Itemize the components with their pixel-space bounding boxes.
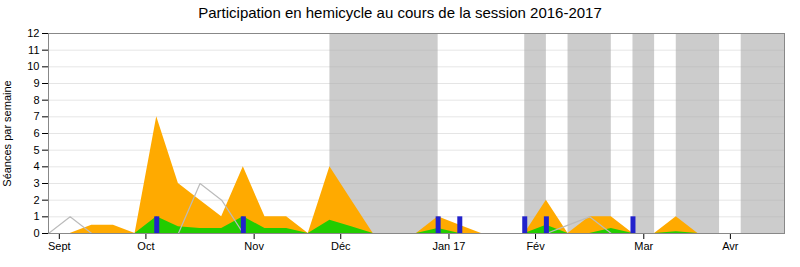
svg-text:Mar: Mar [634,240,653,252]
svg-text:8: 8 [33,94,39,106]
svg-text:1: 1 [33,210,39,222]
svg-text:3: 3 [33,177,39,189]
svg-text:4: 4 [33,160,39,172]
svg-text:Jan 17: Jan 17 [432,240,465,252]
svg-text:11: 11 [28,44,39,56]
svg-text:0: 0 [33,227,39,239]
svg-text:Oct: Oct [137,240,154,252]
svg-text:Fév: Fév [526,240,545,252]
svg-text:7: 7 [33,110,39,122]
svg-text:12: 12 [27,27,39,39]
svg-text:Séances par semaine: Séances par semaine [1,80,13,186]
svg-text:Déc: Déc [331,240,351,252]
svg-text:Sept: Sept [48,240,71,252]
svg-text:9: 9 [33,77,39,89]
html-text:Participation en hemicycle au: Participation en hemicycle au cours de l… [198,4,602,21]
svg-text:10: 10 [27,60,39,72]
svg-text:Nov: Nov [244,240,264,252]
svg-text:2: 2 [33,194,39,206]
svg-text:Avr: Avr [722,240,739,252]
svg-text:5: 5 [33,144,39,156]
svg-text:6: 6 [33,127,39,139]
